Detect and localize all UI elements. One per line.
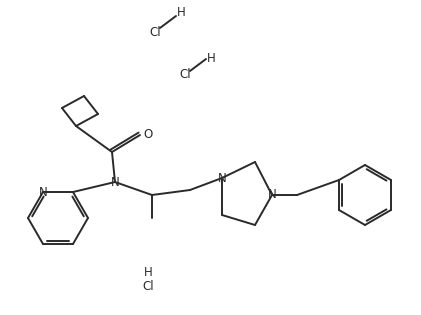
Text: Cl: Cl bbox=[179, 68, 191, 82]
Text: Cl: Cl bbox=[142, 279, 154, 293]
Text: Cl: Cl bbox=[149, 26, 161, 38]
Text: N: N bbox=[268, 188, 276, 202]
Text: H: H bbox=[177, 5, 185, 19]
Text: N: N bbox=[39, 186, 48, 198]
Text: H: H bbox=[207, 53, 216, 66]
Text: N: N bbox=[218, 171, 226, 185]
Text: O: O bbox=[144, 128, 153, 140]
Text: N: N bbox=[111, 175, 120, 188]
Text: H: H bbox=[144, 266, 152, 278]
